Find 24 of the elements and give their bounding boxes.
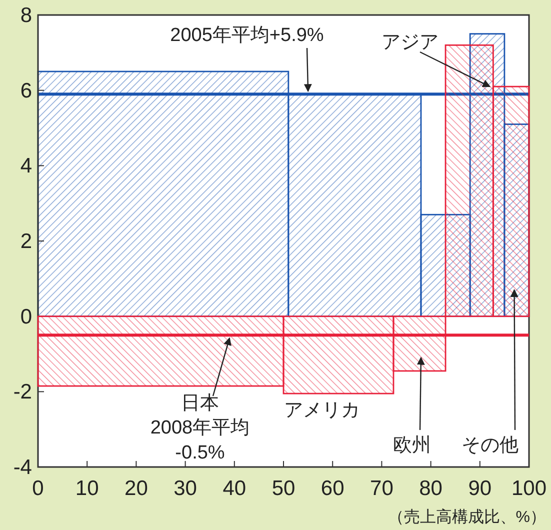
y-tick-label: -2 [13, 380, 32, 404]
x-tick-label: 60 [320, 477, 344, 500]
y-tick-label: 6 [20, 79, 32, 102]
y-tick-label: 8 [20, 4, 32, 27]
ref-line-label: 2005年平均+5.9% [170, 25, 324, 46]
y-tick-label: 4 [20, 154, 32, 178]
x-axis-title: （売上高構成比、%） [388, 508, 546, 526]
annotation: その他 [462, 435, 518, 456]
x-tick-label: 90 [468, 477, 492, 500]
annotation: アメリカ [284, 400, 360, 421]
x-tick-label: 80 [419, 477, 442, 500]
y-tick-label: -4 [13, 456, 32, 479]
annotation: アジア [382, 32, 438, 53]
y-tick-label: 0 [20, 305, 32, 328]
x-tick-label: 30 [174, 477, 197, 500]
x-tick-label: 70 [370, 477, 394, 500]
x-tick-label: 20 [124, 477, 148, 500]
x-tick-label: 100 [511, 477, 547, 500]
y-tick-label: 2 [20, 230, 32, 253]
ref-line-label: 日本 2008年平均 -0.5% [150, 393, 250, 464]
annotation: 欧州 [393, 435, 431, 456]
x-tick-label: 50 [272, 477, 296, 500]
x-tick-label: 40 [222, 477, 246, 500]
x-tick-label: 10 [75, 477, 99, 500]
